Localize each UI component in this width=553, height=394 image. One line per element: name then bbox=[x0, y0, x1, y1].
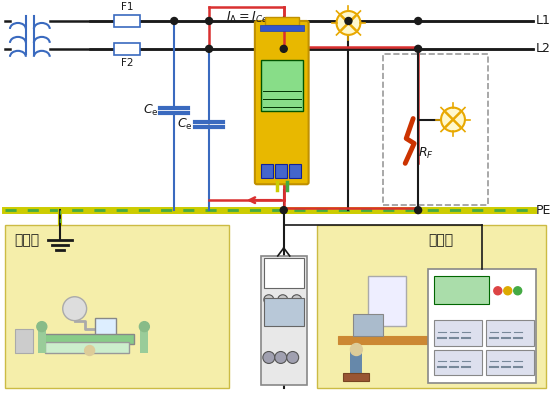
Bar bbox=[289, 164, 301, 178]
Bar bbox=[434, 349, 482, 375]
Bar bbox=[40, 334, 134, 344]
Bar bbox=[368, 276, 406, 325]
Circle shape bbox=[62, 297, 87, 321]
Circle shape bbox=[514, 287, 521, 295]
Text: $C_{\rm e}$: $C_{\rm e}$ bbox=[178, 117, 193, 132]
Bar bbox=[351, 348, 362, 374]
Bar bbox=[275, 164, 286, 178]
Circle shape bbox=[206, 17, 212, 24]
Bar bbox=[260, 25, 304, 31]
Bar bbox=[434, 276, 489, 304]
Text: $I_\Delta=I_{Ce}$: $I_\Delta=I_{Ce}$ bbox=[226, 9, 268, 24]
Bar bbox=[114, 43, 140, 55]
Circle shape bbox=[171, 17, 178, 24]
Circle shape bbox=[275, 351, 286, 363]
Bar bbox=[261, 59, 302, 111]
Bar bbox=[434, 320, 482, 346]
Circle shape bbox=[415, 17, 421, 24]
Circle shape bbox=[264, 295, 274, 305]
Bar bbox=[265, 17, 299, 25]
Circle shape bbox=[263, 351, 275, 363]
Circle shape bbox=[351, 344, 362, 355]
Circle shape bbox=[280, 206, 287, 214]
Bar bbox=[261, 164, 273, 178]
Text: 手术室: 手术室 bbox=[428, 233, 453, 247]
Bar bbox=[95, 318, 117, 336]
Circle shape bbox=[415, 206, 421, 214]
Bar bbox=[428, 269, 536, 383]
Circle shape bbox=[415, 45, 421, 52]
Bar bbox=[114, 15, 140, 27]
Text: Ima: Ima bbox=[278, 270, 289, 275]
Text: $R_F$: $R_F$ bbox=[418, 146, 434, 161]
Bar bbox=[45, 342, 129, 353]
Circle shape bbox=[494, 287, 502, 295]
Circle shape bbox=[37, 322, 47, 332]
Circle shape bbox=[291, 295, 302, 305]
Circle shape bbox=[280, 45, 287, 52]
Bar bbox=[264, 258, 304, 288]
Bar bbox=[338, 336, 433, 344]
Circle shape bbox=[337, 11, 361, 35]
Text: PE: PE bbox=[536, 204, 551, 217]
Bar bbox=[5, 225, 229, 388]
Circle shape bbox=[504, 287, 512, 295]
Bar bbox=[353, 314, 383, 336]
Circle shape bbox=[280, 17, 287, 24]
Bar bbox=[261, 256, 307, 385]
Text: F2: F2 bbox=[121, 58, 134, 68]
Circle shape bbox=[345, 17, 352, 24]
Text: 手术室: 手术室 bbox=[14, 233, 39, 247]
Circle shape bbox=[85, 346, 95, 355]
Circle shape bbox=[441, 108, 465, 132]
Text: $C_{\rm e}$: $C_{\rm e}$ bbox=[143, 103, 158, 118]
Bar bbox=[317, 225, 546, 388]
Bar bbox=[15, 329, 33, 353]
Text: L1: L1 bbox=[536, 15, 550, 28]
Bar bbox=[343, 374, 369, 381]
FancyBboxPatch shape bbox=[255, 21, 309, 184]
Bar bbox=[140, 325, 148, 353]
Circle shape bbox=[206, 45, 212, 52]
Text: F1: F1 bbox=[121, 2, 134, 12]
Circle shape bbox=[139, 322, 149, 332]
Bar bbox=[38, 325, 46, 353]
Text: L2: L2 bbox=[536, 42, 550, 55]
Bar bbox=[264, 298, 304, 325]
Bar bbox=[383, 54, 488, 205]
Bar bbox=[486, 349, 534, 375]
Bar bbox=[486, 320, 534, 346]
Circle shape bbox=[286, 351, 299, 363]
Circle shape bbox=[278, 295, 288, 305]
